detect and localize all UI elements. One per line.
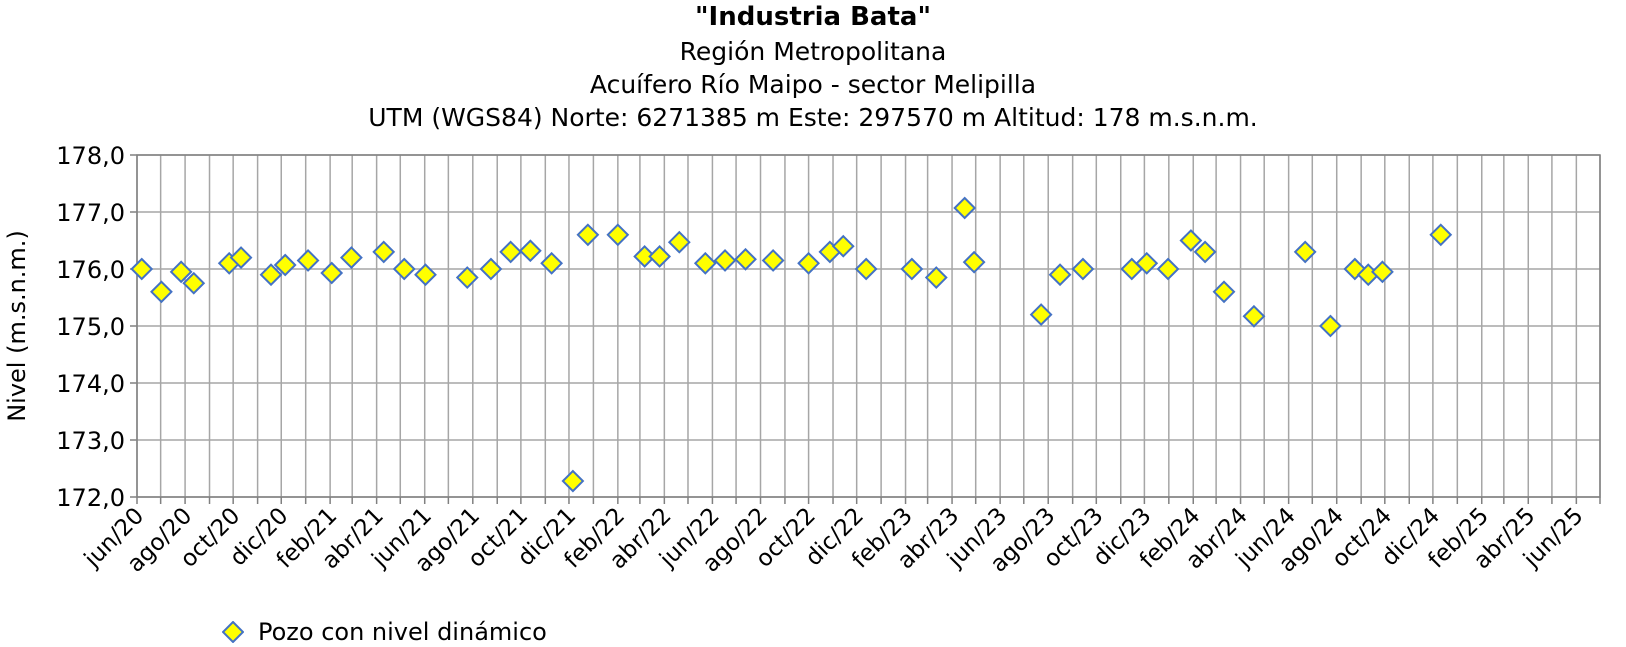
- data-point: [130, 257, 154, 281]
- chart-subtitle-coordinates: UTM (WGS84) Norte: 6271385 m Este: 29757…: [368, 103, 1258, 132]
- legend-entry: Pozo con nivel dinámico: [258, 618, 547, 646]
- data-point: [713, 249, 737, 272]
- data-point: [761, 249, 785, 272]
- data-point: [414, 263, 437, 287]
- data-point: [169, 260, 193, 284]
- y-tick-label: 174,0: [56, 370, 125, 398]
- data-point: [606, 223, 630, 247]
- y-tick-label: 175,0: [56, 313, 125, 341]
- data-point: [648, 245, 672, 268]
- y-tick-label: 177,0: [56, 199, 125, 227]
- scatter-chart: 172,0173,0174,0175,0176,0177,0178,0jun/2…: [3, 142, 1601, 578]
- plot-area-border: [136, 154, 1601, 498]
- data-point: [229, 246, 253, 270]
- y-tick-label: 176,0: [56, 256, 125, 284]
- y-tick-label: 173,0: [56, 427, 125, 455]
- y-tick-label: 172,0: [56, 484, 125, 512]
- data-point: [900, 257, 924, 281]
- data-point: [259, 263, 283, 287]
- data-point: [633, 245, 657, 268]
- data-point: [1319, 314, 1342, 338]
- data-point: [1029, 303, 1053, 327]
- data-point: [854, 257, 878, 281]
- data-point: [1071, 257, 1095, 281]
- chart-title: "Industria Bata": [695, 2, 931, 32]
- data-point: [1429, 223, 1453, 247]
- data-point: [499, 240, 523, 264]
- data-point: [667, 230, 691, 254]
- data-point: [576, 223, 600, 247]
- data-point: [1048, 263, 1072, 287]
- data-point: [182, 271, 206, 295]
- y-tick-label: 178,0: [56, 142, 125, 170]
- chart-subtitle-region: Región Metropolitana: [679, 37, 947, 66]
- data-point: [693, 251, 717, 275]
- data-point: [339, 246, 363, 270]
- data-point: [1135, 251, 1159, 275]
- data-point: [372, 240, 396, 264]
- data-point: [1371, 260, 1394, 284]
- data-point: [924, 266, 948, 289]
- legend-marker-diamond-icon: [222, 621, 244, 643]
- data-point: [734, 247, 757, 271]
- data-point: [392, 257, 416, 281]
- data-point: [953, 196, 977, 220]
- legend: Pozo con nivel dinámico: [222, 617, 547, 647]
- data-point: [1193, 240, 1217, 264]
- data-point: [831, 234, 855, 258]
- data-point: [1156, 257, 1180, 281]
- data-point: [797, 251, 821, 275]
- data-point: [561, 469, 585, 493]
- data-point: [1212, 280, 1236, 304]
- data-point: [962, 250, 986, 274]
- data-point: [1179, 229, 1203, 252]
- y-axis-label: Nivel (m.s.n.m.): [3, 230, 31, 422]
- data-point: [320, 261, 344, 285]
- data-point: [1293, 240, 1317, 264]
- data-point: [296, 249, 320, 272]
- data-point: [1242, 304, 1266, 328]
- data-point: [150, 280, 173, 304]
- data-point: [455, 266, 479, 289]
- data-point: [273, 253, 297, 277]
- chart-subtitle-aquifer: Acuífero Río Maipo - sector Melipilla: [589, 70, 1037, 99]
- data-point: [518, 239, 542, 263]
- data-point: [540, 251, 564, 275]
- data-point: [479, 257, 503, 281]
